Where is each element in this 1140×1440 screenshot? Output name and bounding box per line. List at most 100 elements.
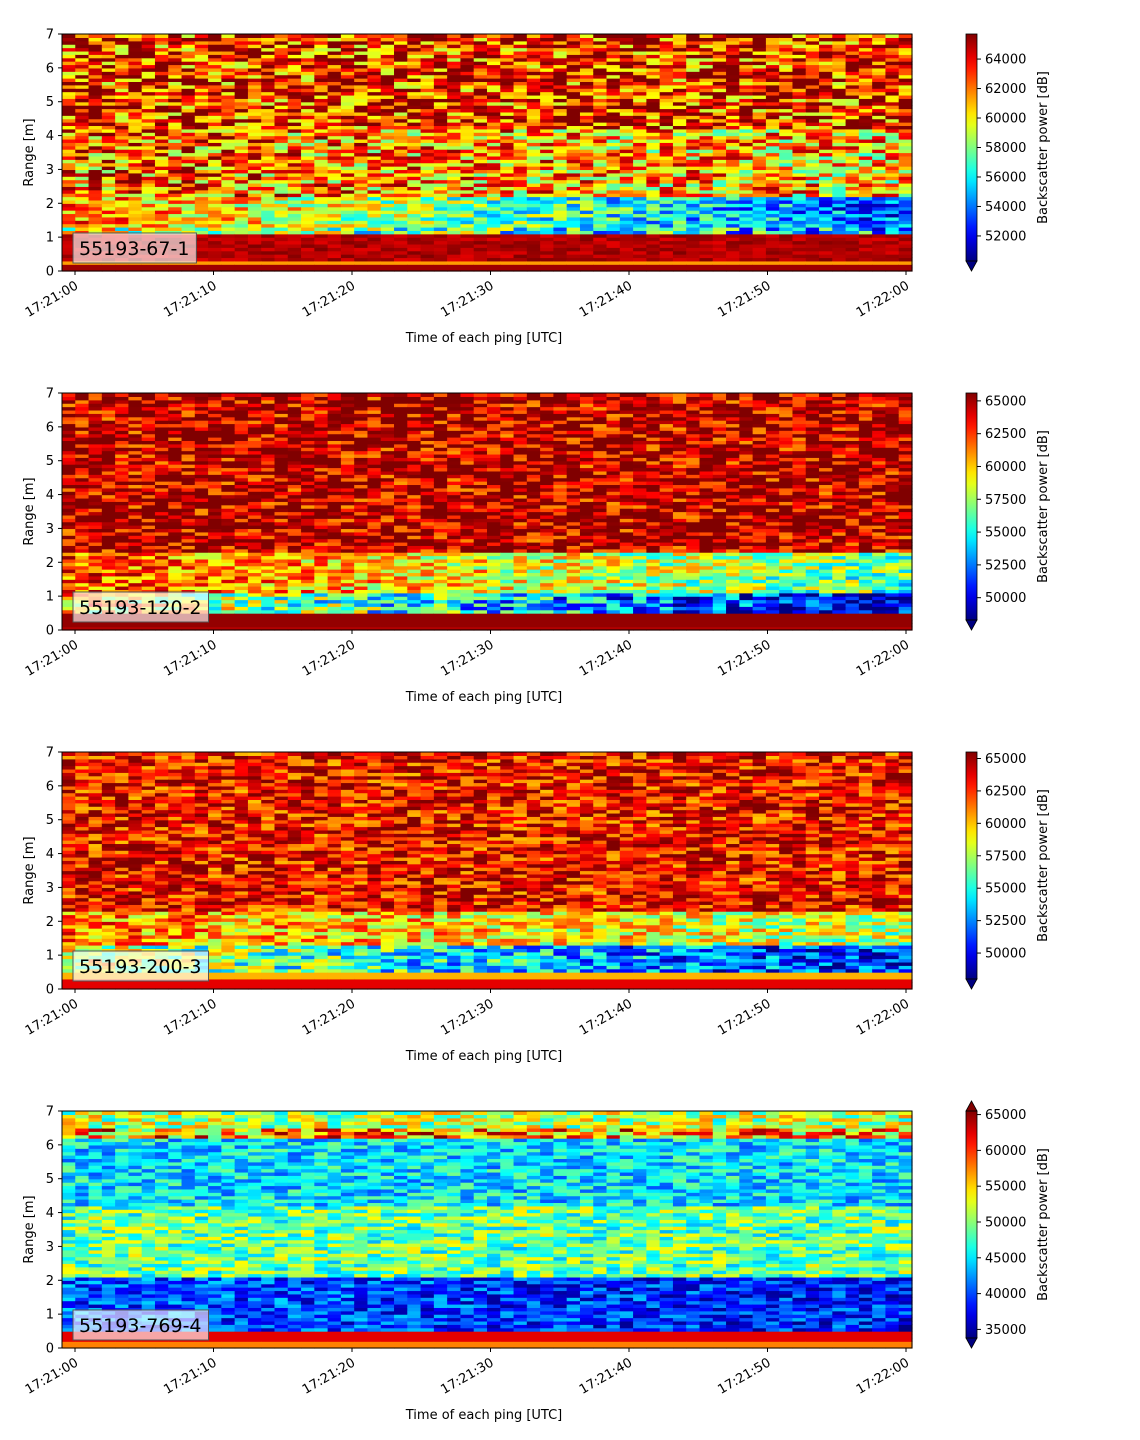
heatmap-cell bbox=[806, 34, 820, 38]
heatmap-cell bbox=[314, 34, 328, 38]
x-axis-label: Time of each ping [UTC] bbox=[405, 331, 563, 346]
heatmap-cell bbox=[660, 34, 674, 38]
heatmap-cell bbox=[500, 34, 514, 38]
heatmap-cell bbox=[261, 34, 275, 38]
heatmap-cell bbox=[753, 34, 767, 38]
heatmap-cell bbox=[221, 34, 235, 38]
heatmap-cell bbox=[832, 34, 846, 38]
heatmap-cell bbox=[235, 34, 249, 38]
heatmap-cell bbox=[673, 34, 687, 38]
heatmap-cell bbox=[540, 34, 554, 38]
heatmap-cell bbox=[142, 34, 156, 38]
panel-label-text: 55193-67-1 bbox=[79, 238, 189, 260]
heatmap-cell bbox=[62, 34, 76, 38]
heatmap-cell bbox=[713, 34, 727, 38]
heatmap-cell bbox=[620, 34, 634, 38]
heatmap-cell bbox=[407, 34, 421, 38]
y-axis-label: Range [m] bbox=[22, 118, 37, 186]
heatmap-cell bbox=[155, 34, 169, 38]
colorbar-tick-label: 56000 bbox=[985, 170, 1026, 185]
heatmap-cell bbox=[115, 34, 129, 38]
heatmap-cell bbox=[859, 34, 873, 38]
heatmap-cell bbox=[128, 34, 142, 38]
colorbar-gradient bbox=[966, 34, 977, 261]
heatmap-cell bbox=[195, 34, 209, 38]
heatmap-cell bbox=[487, 34, 501, 38]
colorbar-tick-label: 62000 bbox=[985, 82, 1026, 97]
heatmap-cell bbox=[686, 34, 700, 38]
heatmap-cell bbox=[434, 34, 448, 38]
x-tick-label: 17:21:50 bbox=[715, 278, 773, 320]
heatmap-cell bbox=[102, 393, 116, 397]
heatmap-cell bbox=[75, 393, 89, 397]
heatmap-cell bbox=[819, 34, 833, 38]
heatmap-cell bbox=[474, 34, 488, 38]
heatmap-cell bbox=[527, 34, 541, 38]
x-tick-label: 17:21:20 bbox=[300, 278, 358, 320]
heatmap-cell bbox=[275, 34, 289, 38]
heatmap-cell bbox=[381, 34, 395, 38]
colorbar-tick-label: 64000 bbox=[985, 53, 1026, 68]
heatmap-cell bbox=[633, 34, 647, 38]
heatmap-cell bbox=[593, 34, 607, 38]
y-tick-label: 0 bbox=[46, 265, 54, 280]
x-tick-label: 17:21:00 bbox=[23, 278, 81, 320]
heatmap-cell bbox=[168, 34, 182, 38]
heatmap-cell bbox=[792, 34, 806, 38]
heatmap-cell bbox=[899, 34, 913, 38]
heatmap-cell bbox=[846, 34, 860, 38]
colorbar-tick-label: 52000 bbox=[985, 229, 1026, 244]
heatmap-cell bbox=[514, 34, 528, 38]
heatmap-cell bbox=[102, 34, 116, 38]
heatmap-cell bbox=[567, 34, 581, 38]
heatmap-cell bbox=[646, 34, 660, 38]
heatmap-cell bbox=[89, 34, 103, 38]
heatmap-cell bbox=[341, 34, 355, 38]
heatmap-cell bbox=[115, 393, 129, 397]
heatmap-cell bbox=[421, 34, 435, 38]
heatmap-cell bbox=[553, 34, 567, 38]
heatmap-cell bbox=[128, 393, 142, 397]
heatmap-cell bbox=[394, 34, 408, 38]
heatmap-cell bbox=[739, 34, 753, 38]
x-tick-label: 17:21:40 bbox=[577, 278, 635, 320]
heatmap-cell bbox=[447, 34, 461, 38]
heatmap-cell bbox=[766, 34, 780, 38]
heatmap-cell bbox=[75, 34, 89, 38]
y-tick-label: 4 bbox=[46, 129, 54, 144]
heatmap-cell bbox=[301, 34, 315, 38]
heatmap-cell bbox=[328, 34, 342, 38]
y-tick-label: 3 bbox=[46, 163, 54, 178]
heatmap-cell bbox=[208, 34, 222, 38]
colorbar-tick-label: 54000 bbox=[985, 200, 1026, 215]
heatmap-cell bbox=[779, 34, 793, 38]
colorbar-label: Backscatter power [dB] bbox=[1036, 71, 1051, 224]
heatmap-cell bbox=[354, 34, 368, 38]
colorbar: 52000 54000 56000 58000 60000 62000 64000 Backs… bbox=[966, 34, 1051, 271]
heatmap-cell bbox=[288, 34, 302, 38]
y-tick-label: 2 bbox=[46, 197, 54, 212]
panel-label: 55193-67-1 bbox=[73, 233, 196, 263]
x-tick-label: 17:21:30 bbox=[438, 278, 496, 320]
colorbar-tick-label: 60000 bbox=[985, 112, 1026, 127]
heatmap-cell bbox=[460, 34, 474, 38]
heatmap-cell bbox=[607, 34, 621, 38]
y-tick-label: 7 bbox=[46, 28, 54, 43]
colorbar-tick-label: 58000 bbox=[985, 141, 1026, 156]
heatmap-cell bbox=[182, 34, 196, 38]
x-tick-label: 17:22:00 bbox=[854, 278, 912, 320]
heatmap-cell bbox=[885, 34, 899, 38]
heatmap-cell bbox=[700, 34, 714, 38]
x-tick-label: 17:21:10 bbox=[161, 278, 219, 320]
heatmap-cell bbox=[580, 34, 594, 38]
y-tick-label: 1 bbox=[46, 231, 54, 246]
colorbar-extend-min bbox=[966, 261, 977, 271]
heatmap-cell bbox=[367, 34, 381, 38]
heatmap-cell bbox=[248, 34, 262, 38]
heatmap-cell bbox=[872, 34, 886, 38]
y-tick-label: 5 bbox=[46, 95, 54, 110]
heatmap-cell bbox=[726, 34, 740, 38]
